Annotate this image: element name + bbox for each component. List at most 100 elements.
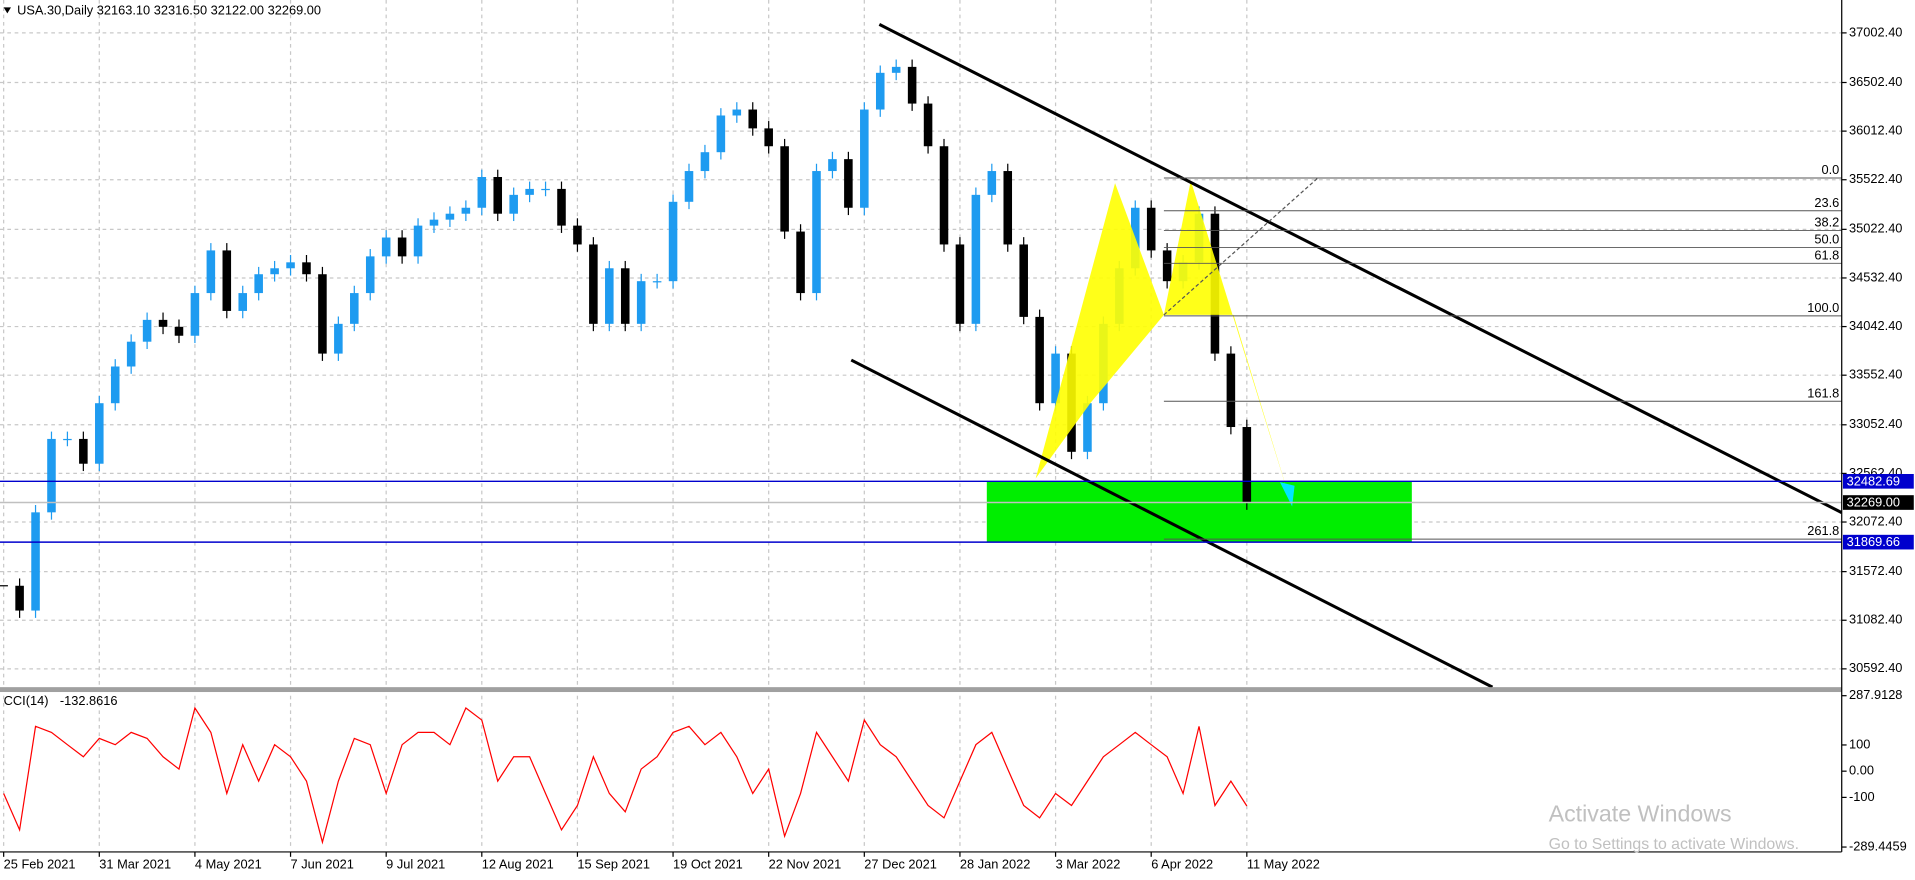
y-tick-label: 33052.40 [1849,416,1902,431]
candle [445,213,455,220]
candle [891,66,901,73]
candle [429,219,439,226]
y-tick-label: 37002.40 [1849,24,1902,39]
cci-title: CCI(14) [4,693,49,708]
candle [286,262,295,269]
candle [334,323,343,354]
fib-trend-line [1163,176,1320,316]
harmonic-pattern [1163,180,1293,507]
y-tick-label: 35022.40 [1849,221,1902,236]
candle [923,103,933,147]
candle [732,109,742,116]
y-tick-label: 30592.40 [1849,660,1902,675]
x-tick-label: 19 Oct 2021 [673,857,743,872]
candle [302,262,311,275]
symbol-header: USA.30,Daily 32163.10 32316.50 32122.00 … [17,2,321,17]
fib-label: 0.0 [1821,162,1839,177]
candle [1242,427,1252,503]
candle [812,171,821,294]
candle [509,194,518,214]
candle [907,66,917,104]
support-zone [986,481,1412,543]
y-tick-label: 100 [1849,736,1870,751]
candle [1146,207,1156,251]
candle [828,159,837,172]
candle [190,293,200,336]
candle [652,281,662,283]
trend-line [878,23,1843,514]
harmonic-pattern [1035,183,1164,479]
y-tick-label: 31572.40 [1849,563,1902,578]
candle [780,146,789,232]
candle [1019,244,1028,317]
candle [971,194,981,324]
candle [47,438,56,513]
candle [477,176,487,208]
candle [397,237,407,257]
candle [79,438,88,464]
candle [15,585,24,611]
candle [381,237,391,257]
candle [206,250,216,294]
candle [541,188,550,191]
candle [796,231,805,294]
header-arrow [3,7,11,14]
y-tick-label: 33552.40 [1849,367,1902,382]
candle [1035,316,1044,404]
x-tick-label: 3 Mar 2022 [1056,857,1121,872]
candle [589,244,598,324]
fib-label: 50.0 [1814,232,1839,247]
candle [1051,353,1060,404]
fib-label: 23.6 [1814,195,1839,210]
x-tick-label: 22 Nov 2021 [769,857,842,872]
x-tick-label: 27 Dec 2021 [864,857,937,872]
candle [716,115,726,153]
candle [668,201,678,282]
candle [493,176,503,214]
fib-label: 161.8 [1807,385,1839,400]
candle [573,225,582,245]
candle [844,159,853,208]
pattern-tip [1279,482,1295,507]
candle [875,72,885,110]
price-tag-label: 32269.00 [1847,495,1900,510]
candle [31,512,40,611]
panel-divider [0,687,1915,693]
price-tag-label: 31869.66 [1847,534,1900,549]
x-tick-label: 28 Jan 2022 [960,857,1030,872]
cci-current: -132.8616 [60,693,118,708]
watermark-subtitle: Go to Settings to activate Windows. [1549,836,1799,853]
y-tick-label: 36012.40 [1849,123,1902,138]
fib-label: 38.2 [1814,215,1839,230]
x-tick-label: 25 Feb 2021 [4,857,76,872]
candle [939,146,949,245]
candle [158,319,168,327]
candle [254,274,263,294]
candle [764,128,773,147]
y-tick-label: 35522.40 [1849,171,1902,186]
fib-label: 100.0 [1807,300,1839,315]
fib-label: 261.8 [1807,523,1839,538]
candle [365,256,375,294]
candle [860,109,869,208]
candle [1162,250,1172,282]
candle [605,268,614,324]
candle [557,188,566,226]
candle [318,274,327,354]
candle [350,293,359,324]
x-tick-label: 31 Mar 2021 [99,857,171,872]
x-tick-label: 4 May 2021 [195,857,262,872]
y-tick-label: 0.00 [1849,763,1874,778]
watermark-title: Activate Windows [1549,800,1732,826]
candle [110,366,120,404]
candle [955,244,965,324]
candle [413,225,423,257]
x-tick-label: 12 Aug 2021 [482,857,554,872]
trend-line [850,358,1494,689]
y-tick-label: 36502.40 [1849,74,1902,89]
candle [95,403,104,464]
candle [620,268,630,324]
